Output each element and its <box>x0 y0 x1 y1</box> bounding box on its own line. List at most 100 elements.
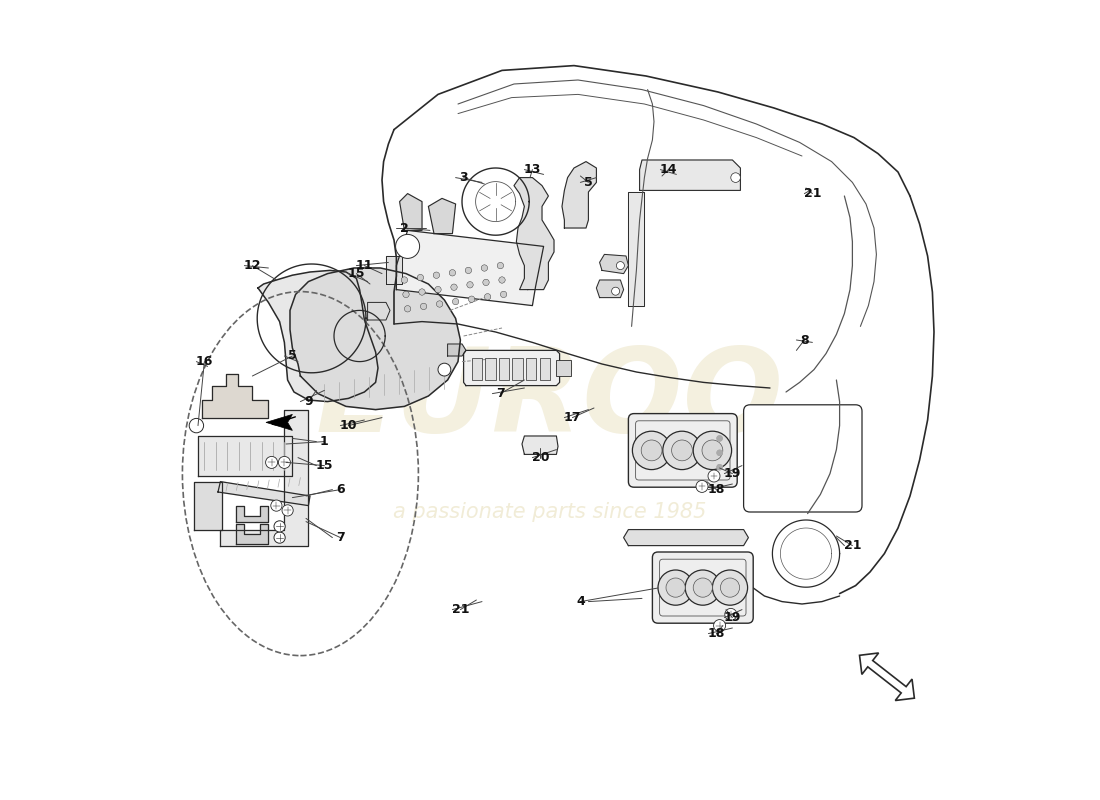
Circle shape <box>278 456 290 469</box>
Circle shape <box>433 272 440 278</box>
Text: 17: 17 <box>563 411 581 424</box>
Text: a passionate parts since 1985: a passionate parts since 1985 <box>394 502 706 522</box>
Circle shape <box>696 480 708 492</box>
Circle shape <box>469 296 475 302</box>
Text: 4: 4 <box>576 595 585 608</box>
Circle shape <box>641 440 662 461</box>
Circle shape <box>500 291 507 298</box>
Polygon shape <box>194 482 222 530</box>
Circle shape <box>465 267 472 274</box>
Circle shape <box>396 234 419 258</box>
FancyBboxPatch shape <box>652 552 754 623</box>
Polygon shape <box>428 198 455 234</box>
Polygon shape <box>386 256 402 284</box>
Circle shape <box>716 435 723 442</box>
Text: 20: 20 <box>531 451 549 464</box>
Text: 5: 5 <box>288 350 297 362</box>
Polygon shape <box>596 280 624 298</box>
Circle shape <box>419 289 426 295</box>
Circle shape <box>449 270 455 276</box>
Bar <box>540 358 550 380</box>
Polygon shape <box>198 436 293 476</box>
Circle shape <box>481 265 487 271</box>
Polygon shape <box>448 344 466 356</box>
Polygon shape <box>624 530 748 546</box>
Polygon shape <box>258 270 378 402</box>
Text: 16: 16 <box>196 355 213 368</box>
Text: 21: 21 <box>844 539 861 552</box>
Circle shape <box>716 464 723 470</box>
Text: 2: 2 <box>400 222 409 234</box>
FancyBboxPatch shape <box>628 414 737 487</box>
Circle shape <box>265 456 277 469</box>
Text: 13: 13 <box>524 163 541 176</box>
Circle shape <box>274 521 285 532</box>
Circle shape <box>438 363 451 376</box>
Bar <box>513 358 522 380</box>
Circle shape <box>405 306 410 312</box>
Circle shape <box>282 505 294 516</box>
Polygon shape <box>236 524 268 544</box>
Text: 18: 18 <box>707 483 725 496</box>
Circle shape <box>274 532 285 543</box>
Polygon shape <box>218 482 310 506</box>
Circle shape <box>716 435 723 442</box>
Circle shape <box>420 303 427 310</box>
Text: 21: 21 <box>452 603 470 616</box>
Text: 15: 15 <box>348 267 365 280</box>
Polygon shape <box>236 506 268 522</box>
Text: 8: 8 <box>800 334 808 346</box>
Polygon shape <box>396 230 543 306</box>
Circle shape <box>189 418 204 433</box>
Circle shape <box>466 282 473 288</box>
Text: 6: 6 <box>337 483 344 496</box>
Text: EUROO: EUROO <box>316 342 784 458</box>
Polygon shape <box>367 302 390 320</box>
Circle shape <box>672 440 692 461</box>
Circle shape <box>497 262 504 269</box>
Circle shape <box>693 431 732 470</box>
Circle shape <box>716 450 723 456</box>
Text: 1: 1 <box>320 435 329 448</box>
Polygon shape <box>399 194 422 230</box>
Text: 14: 14 <box>660 163 678 176</box>
Polygon shape <box>522 436 558 454</box>
Circle shape <box>632 431 671 470</box>
Polygon shape <box>628 192 645 306</box>
Text: 11: 11 <box>355 259 373 272</box>
Bar <box>526 358 537 380</box>
Circle shape <box>666 578 685 597</box>
Text: 9: 9 <box>304 395 312 408</box>
Polygon shape <box>266 414 293 430</box>
Text: 21: 21 <box>804 187 821 200</box>
Circle shape <box>483 279 490 286</box>
Circle shape <box>417 274 424 281</box>
Circle shape <box>451 284 458 290</box>
Text: 3: 3 <box>460 171 467 184</box>
Circle shape <box>658 570 693 605</box>
Circle shape <box>663 431 701 470</box>
Bar <box>485 358 496 380</box>
Circle shape <box>702 440 723 461</box>
Circle shape <box>616 262 625 270</box>
Circle shape <box>693 578 713 597</box>
Circle shape <box>725 608 737 621</box>
Circle shape <box>685 570 720 605</box>
Text: 12: 12 <box>244 259 261 272</box>
Circle shape <box>708 470 720 482</box>
Circle shape <box>437 301 443 307</box>
Polygon shape <box>859 653 914 701</box>
Circle shape <box>716 450 723 456</box>
Text: 18: 18 <box>707 627 725 640</box>
Text: 7: 7 <box>496 387 505 400</box>
Text: 15: 15 <box>316 459 333 472</box>
Text: 7: 7 <box>336 531 344 544</box>
Circle shape <box>720 578 739 597</box>
Circle shape <box>498 277 505 283</box>
Circle shape <box>402 277 408 283</box>
Polygon shape <box>220 410 308 546</box>
Circle shape <box>716 464 723 470</box>
Circle shape <box>403 291 409 298</box>
Circle shape <box>271 500 282 511</box>
Text: 19: 19 <box>724 611 741 624</box>
